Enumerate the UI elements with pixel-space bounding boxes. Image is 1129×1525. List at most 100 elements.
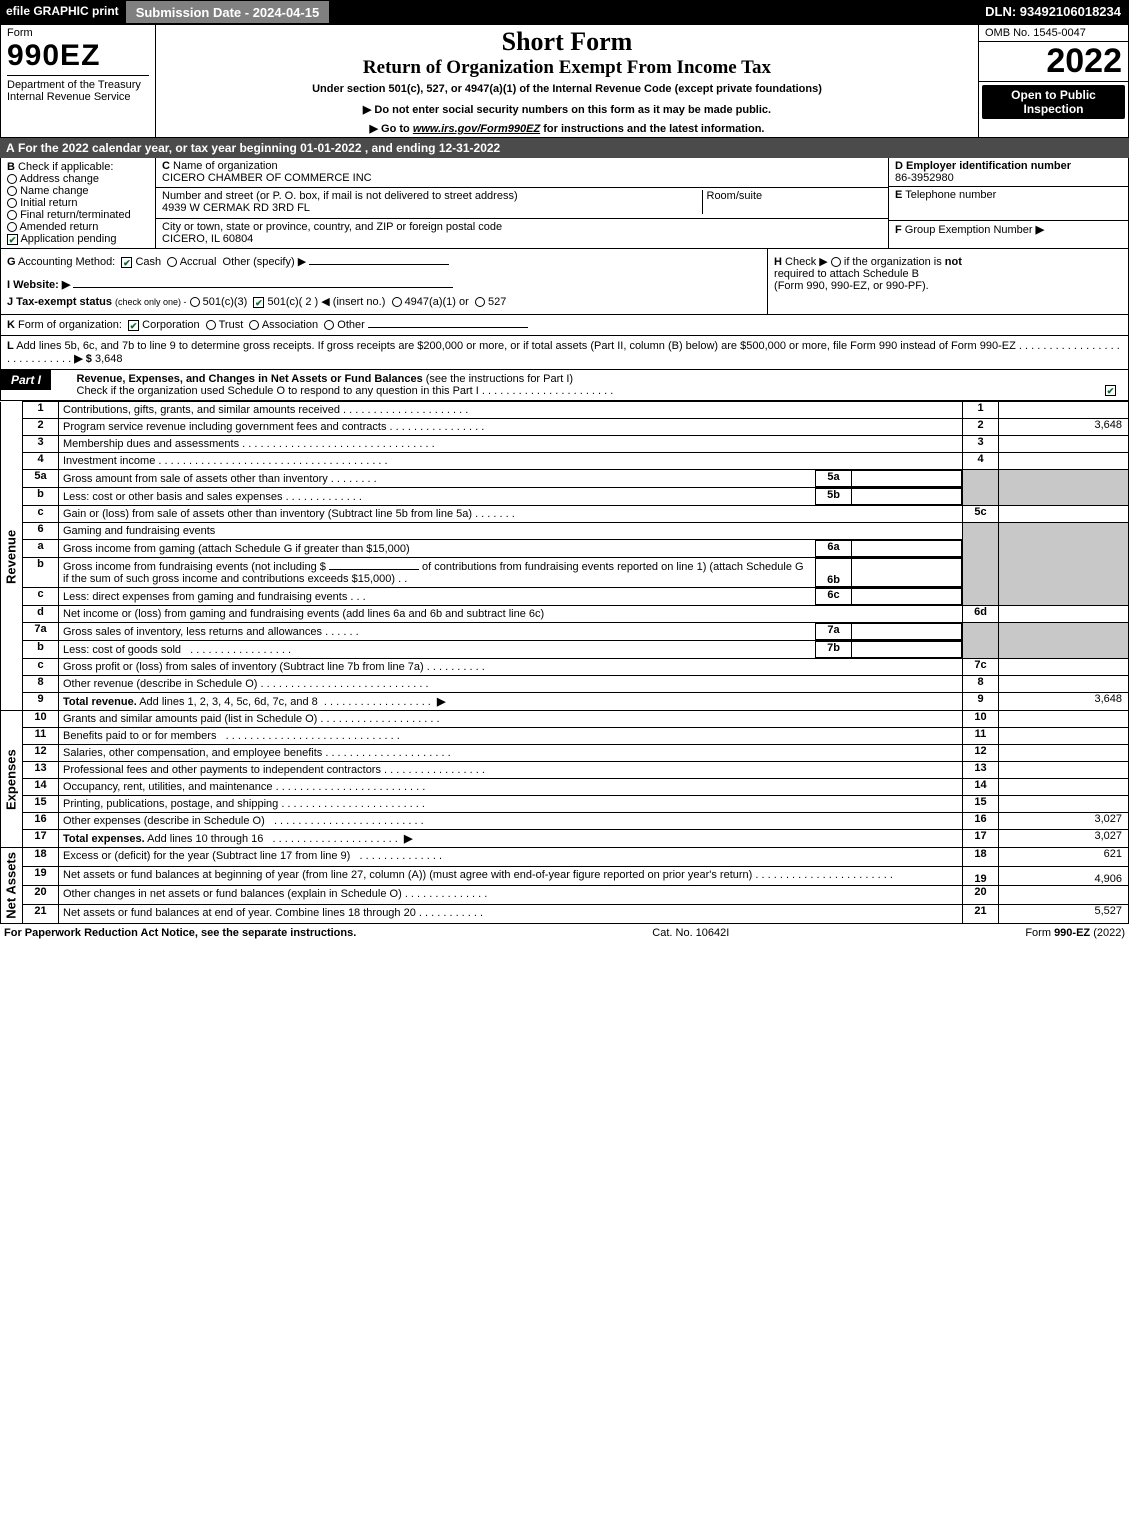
line-20-value — [999, 885, 1129, 904]
line-19-text: Net assets or fund balances at beginning… — [59, 866, 963, 885]
line-6d-text: Net income or (loss) from gaming and fun… — [59, 606, 963, 623]
line-1-num: 1 — [23, 402, 59, 419]
line-5c-value — [999, 506, 1129, 523]
address-change-label: Address change — [19, 173, 99, 185]
tax-year: 2022 — [979, 42, 1128, 82]
line-7b-num: b — [23, 641, 59, 659]
short-form-title: Short Form — [162, 27, 972, 57]
form-header: Form 990EZ Department of the Treasury In… — [0, 24, 1129, 138]
line-3-num: 3 — [23, 436, 59, 453]
expenses-section-label: Expenses — [1, 711, 23, 848]
line-5a-ivalue — [852, 471, 962, 487]
name-change-check[interactable] — [7, 186, 17, 196]
line-14-text: Occupancy, rent, utilities, and maintena… — [59, 779, 963, 796]
h-not: not — [945, 256, 962, 268]
part-i-schedule-o-check[interactable] — [1105, 385, 1116, 396]
h-text4: (Form 990, 990-EZ, or 990-PF). — [774, 280, 929, 292]
j-527-label: 527 — [488, 296, 506, 308]
line-6-shade — [963, 523, 999, 606]
address-change-check[interactable] — [7, 174, 17, 184]
line-17-text: Total expenses. Add lines 10 through 16 … — [59, 830, 963, 848]
line-6-text: Gaming and fundraising events — [59, 523, 963, 540]
line-4-num: 4 — [23, 453, 59, 470]
part-i-title-note: (see the instructions for Part I) — [426, 373, 573, 385]
other-specify-line[interactable] — [309, 264, 449, 265]
line-5a-ibox: 5a — [816, 471, 852, 487]
line-12-num: 12 — [23, 745, 59, 762]
inspection-badge: Inspection — [986, 102, 1121, 116]
line-6c-ibox: 6c — [816, 589, 852, 605]
line-7a-num: 7a — [23, 623, 59, 641]
line-6b-blank[interactable] — [329, 569, 419, 570]
j-501c-check[interactable] — [253, 297, 264, 308]
k-other-line[interactable] — [368, 327, 528, 328]
line-18-text: Excess or (deficit) for the year (Subtra… — [59, 848, 963, 867]
line-14-num: 14 — [23, 779, 59, 796]
line-8-num: 8 — [23, 676, 59, 693]
j-501c-label: 501(c)( 2 ) ◀ (insert no.) — [267, 296, 385, 308]
line-2-box: 2 — [963, 419, 999, 436]
line-2-value: 3,648 — [999, 419, 1129, 436]
d-label: Employer identification number — [906, 160, 1071, 172]
line-19-box: 19 — [963, 866, 999, 885]
line-table: Revenue 1 Contributions, gifts, grants, … — [0, 401, 1129, 924]
line-7-shade — [963, 623, 999, 659]
k-assoc-check[interactable] — [249, 320, 259, 330]
application-pending-check[interactable] — [7, 234, 18, 245]
accrual-check[interactable] — [167, 257, 177, 267]
accrual-label: Accrual — [180, 256, 217, 268]
line-4-box: 4 — [963, 453, 999, 470]
k-trust-check[interactable] — [206, 320, 216, 330]
k-other-check[interactable] — [324, 320, 334, 330]
line-7c-box: 7c — [963, 659, 999, 676]
line-12-box: 12 — [963, 745, 999, 762]
line-16-value: 3,027 — [999, 813, 1129, 830]
line-18-value: 621 — [999, 848, 1129, 867]
j-4947-check[interactable] — [392, 297, 402, 307]
note-ssn: ▶ Do not enter social security numbers o… — [162, 103, 972, 116]
e-label: Telephone number — [905, 189, 996, 201]
irs-link[interactable]: www.irs.gov/Form990EZ — [413, 123, 540, 135]
line-7a-ibox: 7a — [816, 624, 852, 640]
cash-check[interactable] — [121, 257, 132, 268]
j-501c3-label: 501(c)(3) — [203, 296, 248, 308]
line-21-value: 5,527 — [999, 904, 1129, 923]
line-9-value: 3,648 — [999, 693, 1129, 711]
application-pending-label: Application pending — [20, 233, 116, 245]
city-label: City or town, state or province, country… — [162, 221, 502, 233]
line-5b-ivalue — [852, 489, 962, 505]
line-20-text: Other changes in net assets or fund bala… — [59, 885, 963, 904]
meta-block: G Accounting Method: Cash Accrual Other … — [0, 249, 1129, 315]
footer-right: Form 990-EZ (2022) — [1025, 927, 1125, 939]
line-1-text: Contributions, gifts, grants, and simila… — [59, 402, 963, 419]
page-footer: For Paperwork Reduction Act Notice, see … — [0, 924, 1129, 939]
j-527-check[interactable] — [475, 297, 485, 307]
line-8-text: Other revenue (describe in Schedule O) .… — [59, 676, 963, 693]
line-6c-num: c — [23, 588, 59, 606]
part-i-check-note: Check if the organization used Schedule … — [77, 385, 479, 397]
cash-label: Cash — [135, 256, 161, 268]
h-check[interactable] — [831, 257, 841, 267]
k-corp-check[interactable] — [128, 320, 139, 331]
line-2-num: 2 — [23, 419, 59, 436]
k-trust-label: Trust — [219, 319, 244, 331]
line-6c-ivalue — [852, 589, 962, 605]
initial-return-check[interactable] — [7, 198, 17, 208]
line-21-text: Net assets or fund balances at end of ye… — [59, 904, 963, 923]
amended-return-check[interactable] — [7, 222, 17, 232]
line-6b-ivalue — [852, 559, 962, 587]
j-501c3-check[interactable] — [190, 297, 200, 307]
line-3-text: Membership dues and assessments . . . . … — [59, 436, 963, 453]
line-13-num: 13 — [23, 762, 59, 779]
efile-link[interactable]: efile GRAPHIC print — [0, 0, 125, 24]
line-16-box: 16 — [963, 813, 999, 830]
line-13-value — [999, 762, 1129, 779]
main-title: Return of Organization Exempt From Incom… — [162, 57, 972, 79]
line-5b-text: Less: cost or other basis and sales expe… — [59, 489, 816, 505]
amended-return-label: Amended return — [19, 221, 98, 233]
website-line[interactable] — [73, 287, 453, 288]
line-7c-num: c — [23, 659, 59, 676]
final-return-check[interactable] — [7, 210, 17, 220]
line-13-box: 13 — [963, 762, 999, 779]
l-text: Add lines 5b, 6c, and 7b to line 9 to de… — [16, 340, 1016, 352]
